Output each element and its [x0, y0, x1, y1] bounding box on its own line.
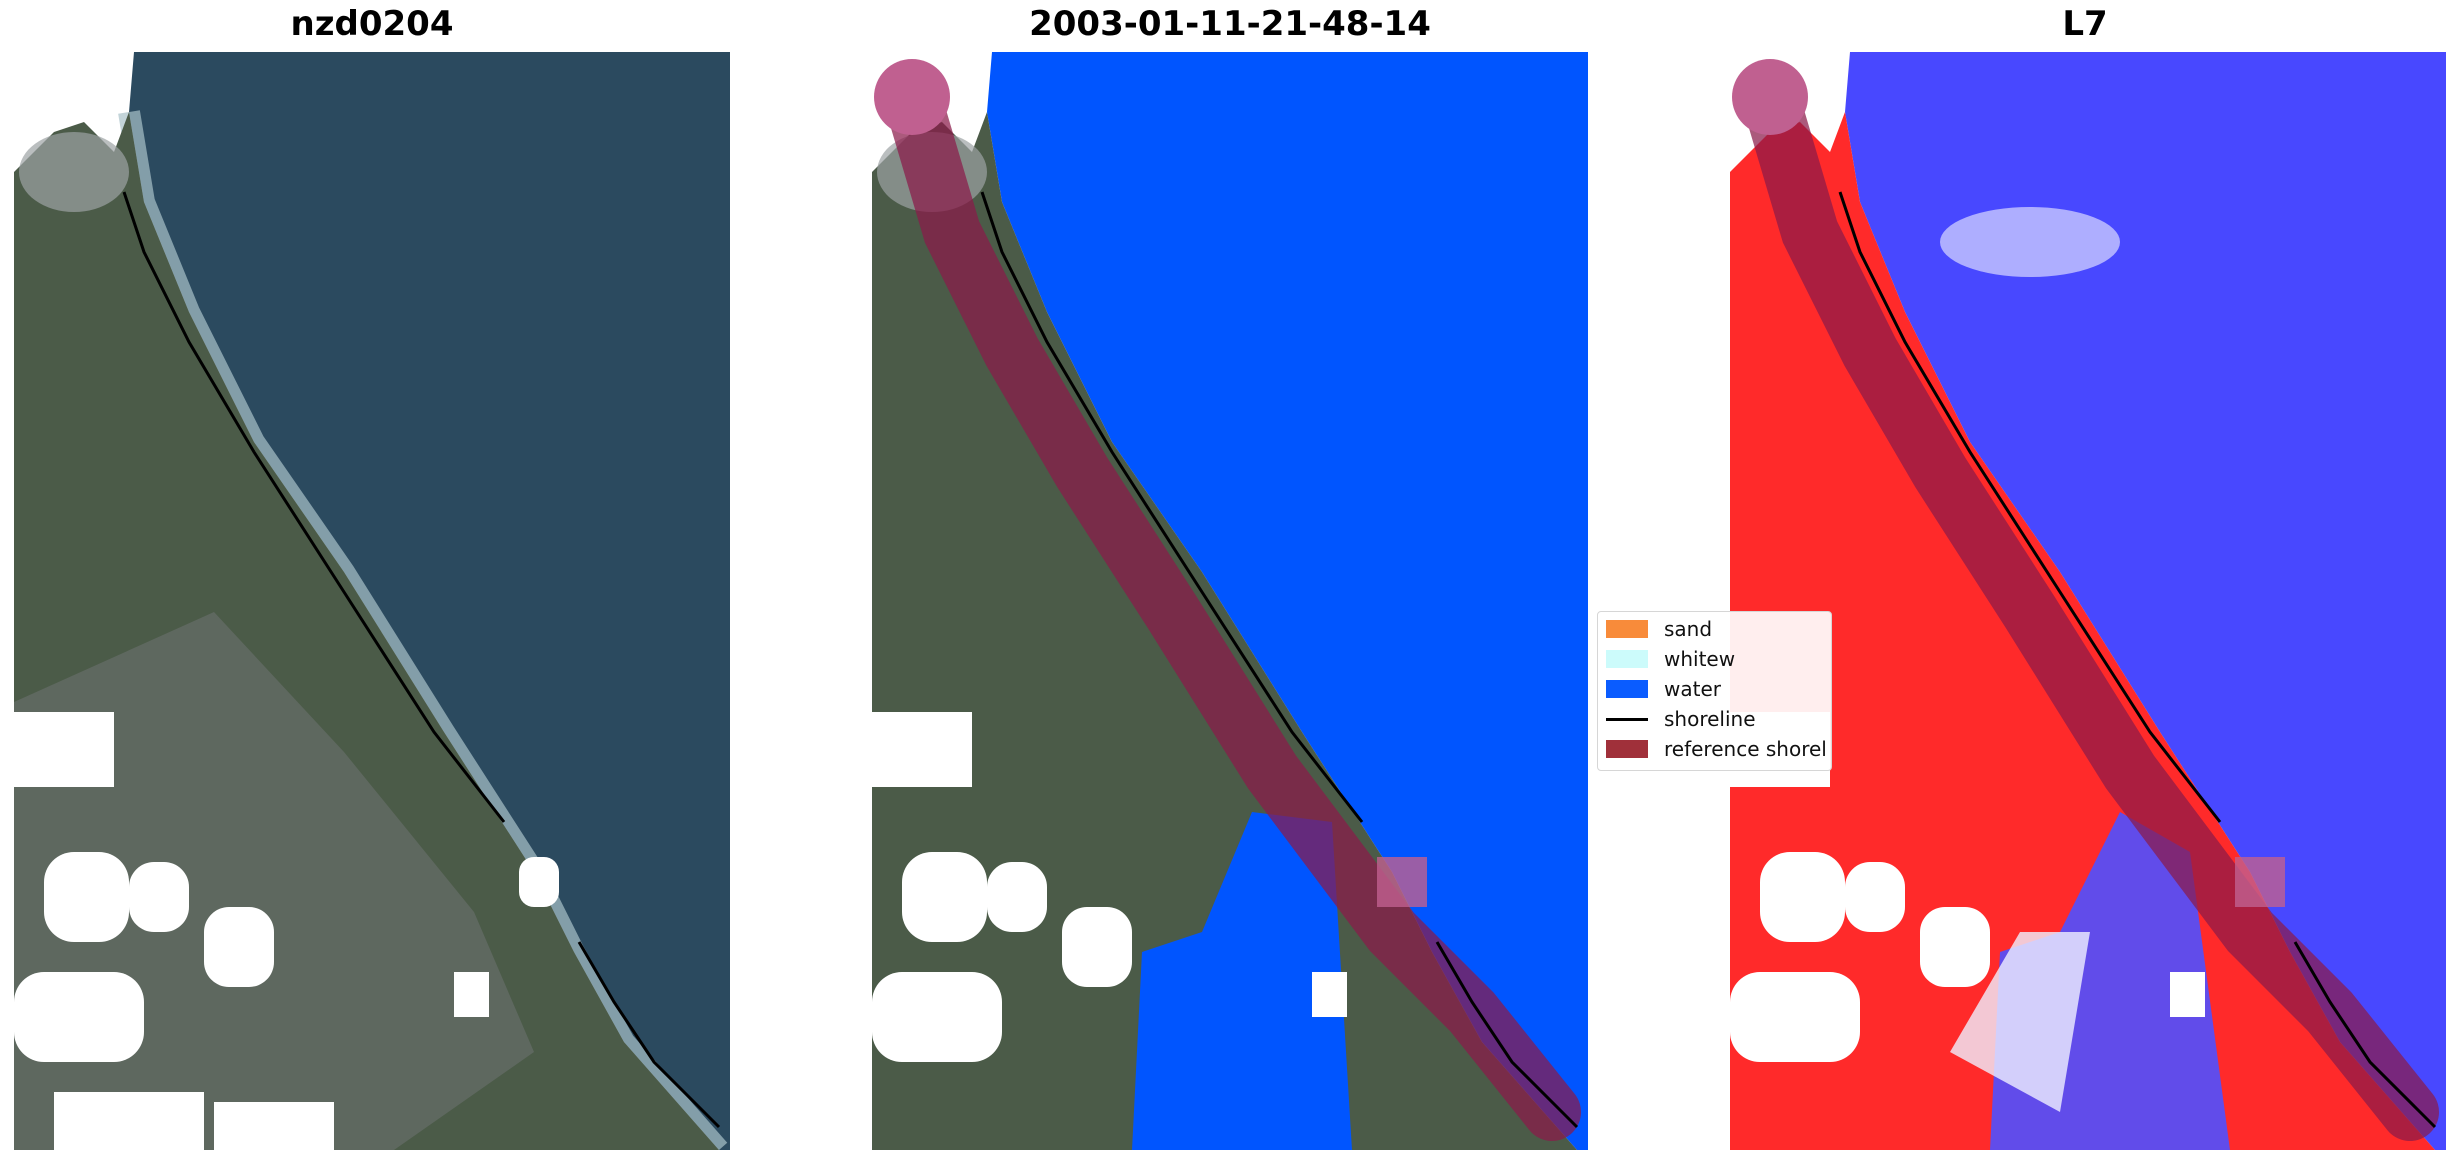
legend-item-reference-shoreline: reference shorel — [1606, 736, 1827, 762]
legend-swatch-whitewater — [1606, 650, 1648, 668]
classification-image — [872, 52, 1588, 1150]
legend: sand whitew water shoreline reference sh… — [1597, 611, 1832, 771]
legend-swatch-reference-shoreline — [1606, 740, 1648, 758]
rgb-image-panel — [14, 52, 730, 1150]
legend-swatch-shoreline — [1606, 717, 1648, 721]
legend-item-sand: sand — [1606, 616, 1712, 642]
legend-swatch-water — [1606, 680, 1648, 698]
legend-item-shoreline: shoreline — [1606, 706, 1756, 732]
legend-label-whitewater: whitew — [1664, 647, 1736, 671]
panel-title-satellite: L7 — [2062, 4, 2108, 44]
legend-item-water: water — [1606, 676, 1721, 702]
rgb-image — [14, 52, 730, 1150]
panel-title-rgb: nzd0204 — [290, 4, 454, 44]
index-panel — [1730, 52, 2446, 1150]
legend-swatch-sand — [1606, 620, 1648, 638]
legend-label-reference-shoreline: reference shorel — [1664, 737, 1827, 761]
legend-label-shoreline: shoreline — [1664, 707, 1756, 731]
index-image — [1730, 52, 2446, 1150]
legend-label-sand: sand — [1664, 617, 1713, 641]
legend-label-water: water — [1664, 677, 1721, 701]
legend-item-whitewater: whitew — [1606, 646, 1735, 672]
panel-title-date: 2003-01-11-21-48-14 — [1029, 4, 1431, 44]
classification-panel — [872, 52, 1588, 1150]
